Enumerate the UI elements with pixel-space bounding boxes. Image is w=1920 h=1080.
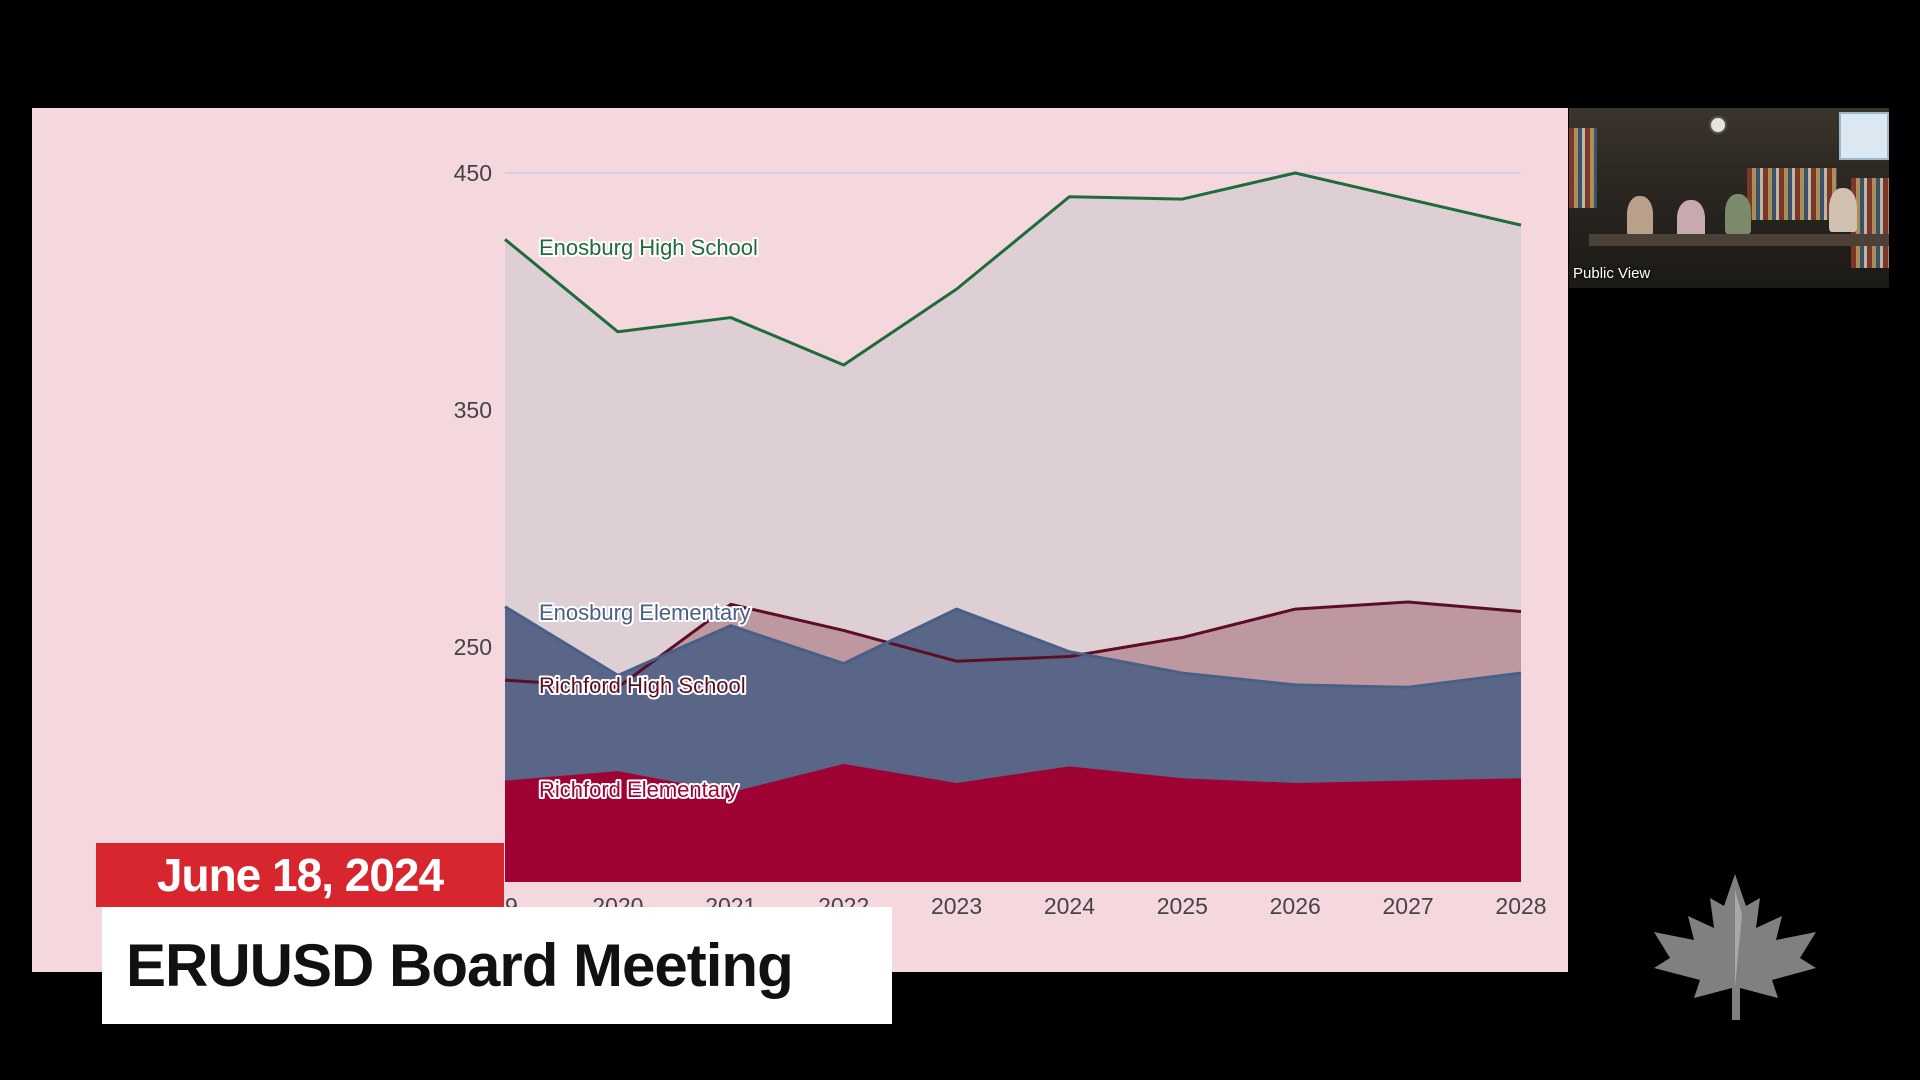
person-3 <box>1725 194 1751 234</box>
y-tick-label: 350 <box>454 397 492 423</box>
person-2 <box>1677 200 1705 240</box>
presentation-slide: 250 350 450 19 2020 2021 2022 2023 2024 2025 2026 2… <box>32 108 1568 972</box>
projector-screen <box>1839 112 1889 160</box>
meeting-title-banner: ERUUSD Board Meeting <box>102 907 892 1024</box>
x-tick-label: 2027 <box>1383 893 1434 919</box>
line-richford-high-school <box>504 600 1522 689</box>
person-4 <box>1829 188 1857 232</box>
area-richford-elementary <box>505 765 1521 882</box>
x-tick-label: 2025 <box>1157 893 1208 919</box>
y-tick-label: 250 <box>454 634 492 660</box>
series-label-enosburg-high-school: Enosburg High School <box>539 235 758 260</box>
line-enosburg-elementary <box>504 605 1522 689</box>
bookshelf-left <box>1747 168 1837 220</box>
series-label-richford-high-school: Richford High School <box>539 673 746 698</box>
line-richford-elementary <box>504 764 1522 796</box>
series-label-enosburg-elementary: Enosburg Elementary <box>539 600 751 625</box>
meeting-table <box>1589 234 1889 246</box>
maple-leaf-icon <box>1654 874 1816 1020</box>
date-banner: June 18, 2024 <box>96 843 504 907</box>
person-1 <box>1627 196 1653 236</box>
video-label: Public View <box>1573 265 1651 282</box>
bookshelf-right <box>1851 178 1889 268</box>
video-feed-tile[interactable]: Public View <box>1569 108 1889 288</box>
bookshelf-far-left <box>1569 128 1597 208</box>
x-tick-label: 2028 <box>1495 893 1546 919</box>
line-enosburg-high-school <box>504 171 1522 367</box>
series-label-richford-elementary: Richford Elementary <box>539 777 738 802</box>
y-tick-label: 450 <box>454 160 492 186</box>
x-tick-label: 2026 <box>1270 893 1321 919</box>
x-tick-label: 2023 <box>931 893 982 919</box>
wall-clock <box>1709 116 1727 134</box>
x-tick-label: 2024 <box>1044 893 1095 919</box>
